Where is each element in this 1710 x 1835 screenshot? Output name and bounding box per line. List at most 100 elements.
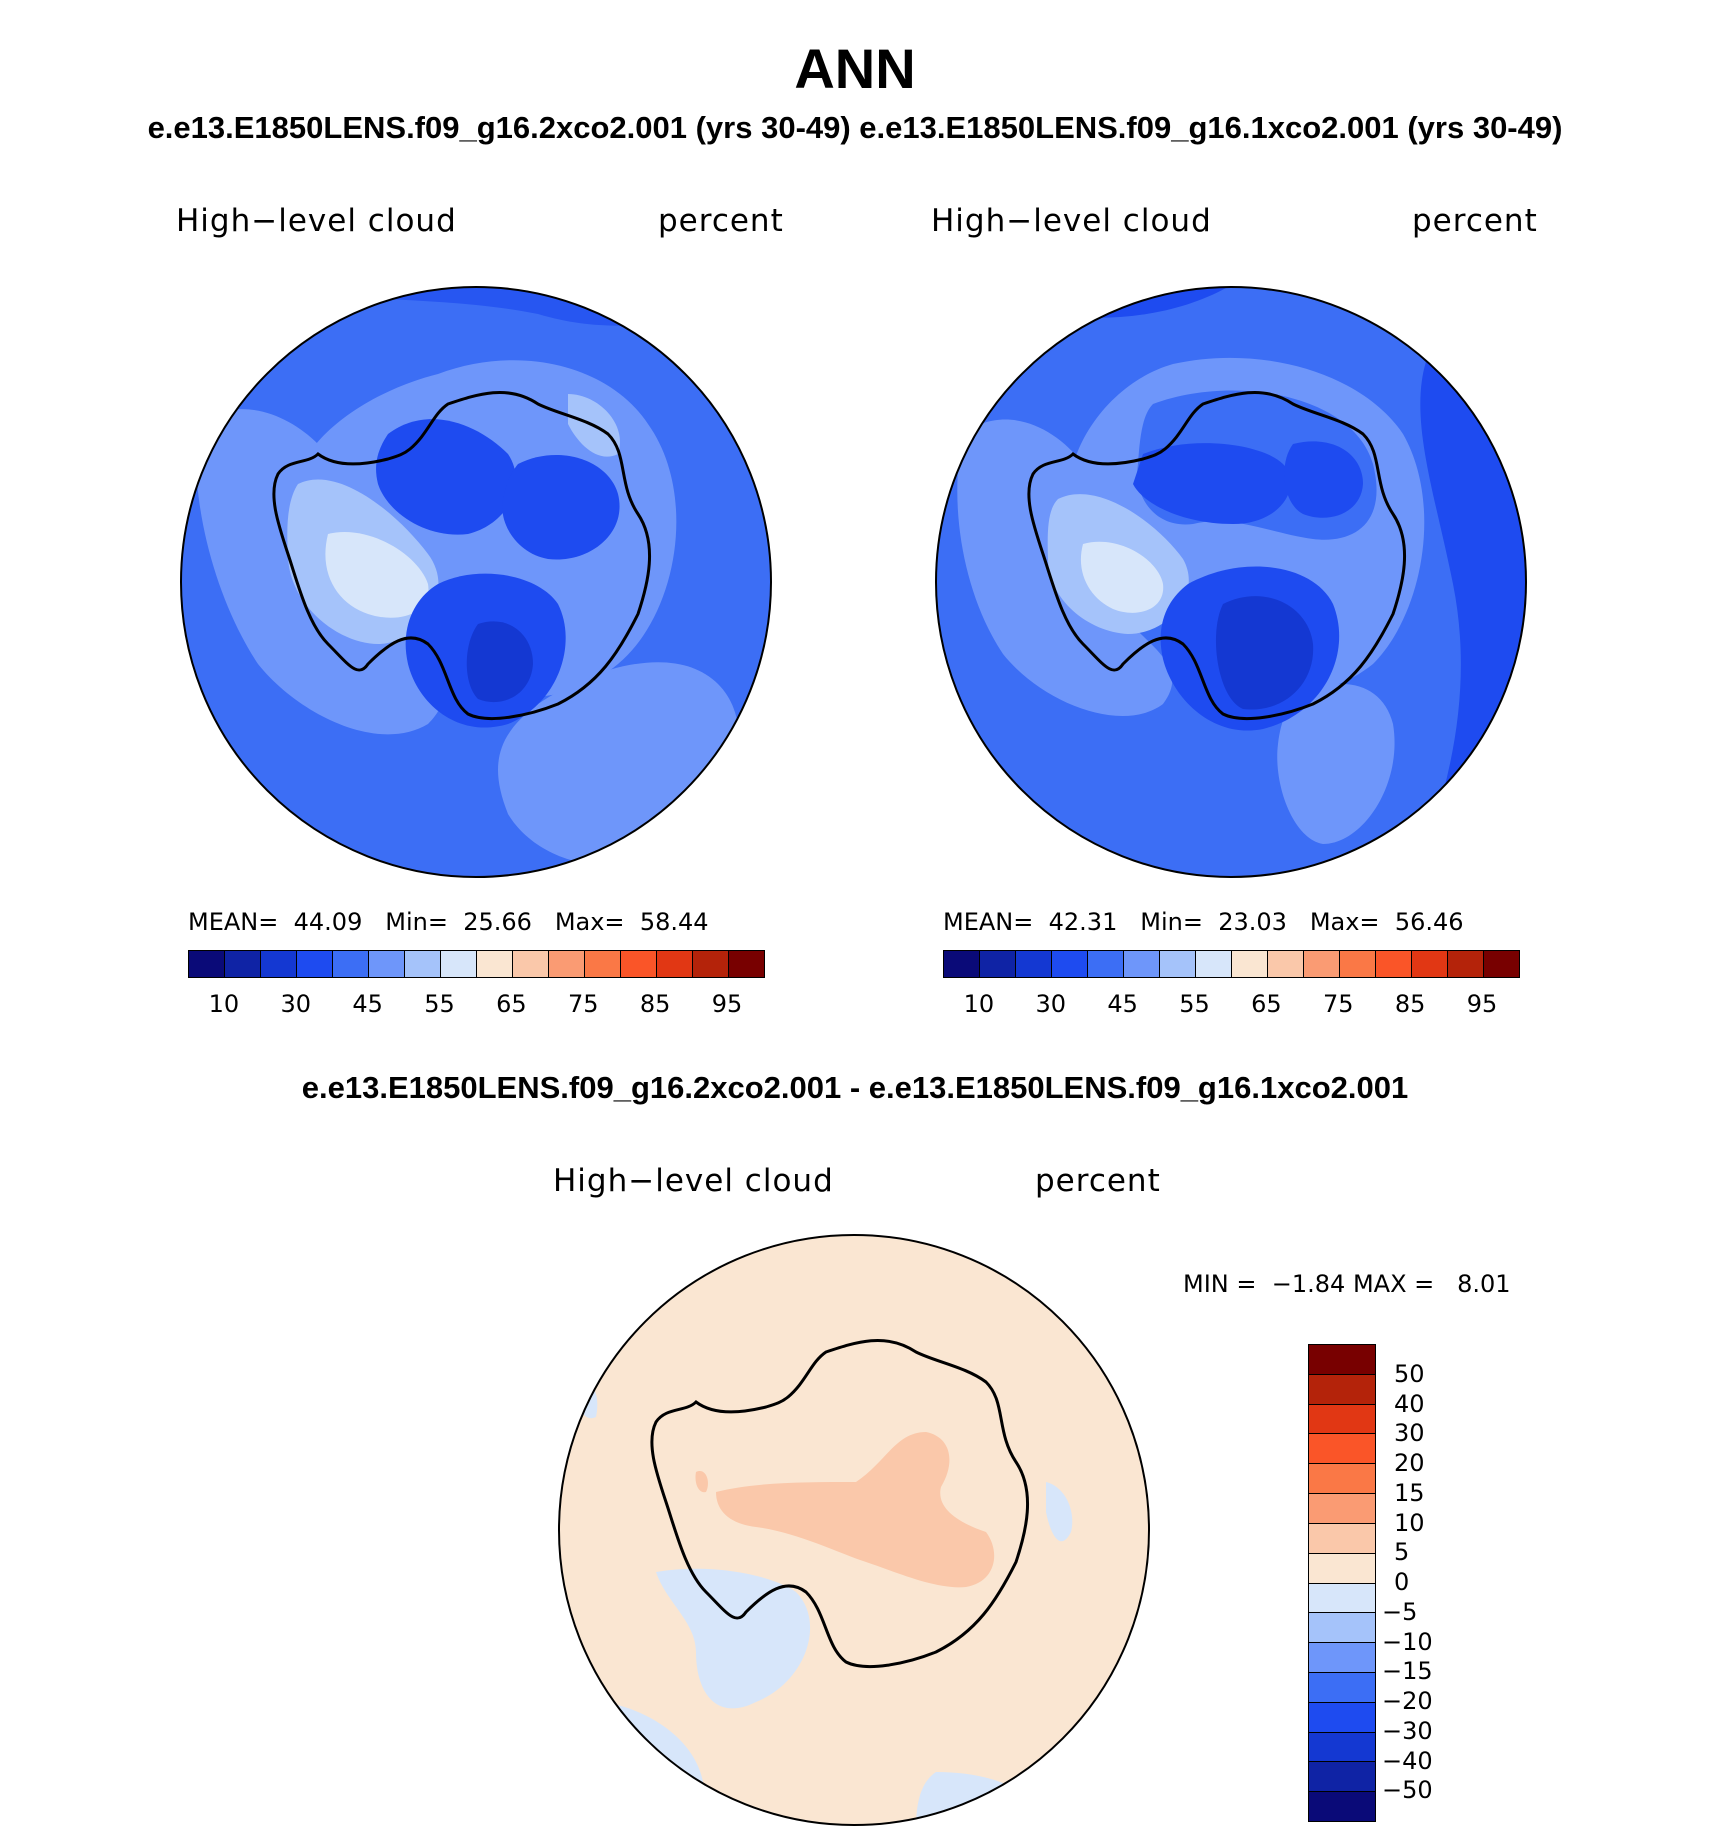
main-title: ANN: [794, 37, 916, 100]
colorbar-swatch: [585, 951, 621, 977]
difference-polar-map: [558, 1234, 1150, 1826]
colorbar-swatch: [980, 951, 1016, 977]
colorbar-tick-label: −50: [1382, 1776, 1433, 1805]
colorbar-tick-label: 85: [1394, 990, 1426, 1018]
colorbar-tick-label: 45: [1107, 990, 1138, 1018]
colorbar-tick-label: 10: [963, 990, 995, 1018]
colorbar-tick-label: −30: [1382, 1716, 1433, 1745]
panel2-mean: 42.31: [1048, 908, 1118, 936]
diff-min: −1.84: [1271, 1270, 1346, 1298]
colorbar-swatch: [333, 951, 369, 977]
colorbar-swatch: [441, 951, 477, 977]
colorbar-swatch: [657, 951, 693, 977]
colorbar-swatch: [1309, 1404, 1375, 1435]
colorbar-tick-label: 30: [280, 990, 312, 1018]
panel2-min: 23.03: [1218, 908, 1287, 936]
colorbar-swatch: [261, 951, 297, 977]
difference-colorbar-ticks: 50 40 30 20 15 10 5 0 −5 −10 −15 −20 −30 −40 −50: [1382, 1344, 1502, 1820]
colorbar-swatch: [477, 951, 513, 977]
colorbar-swatch: [297, 951, 333, 977]
colorbar-swatch: [693, 951, 729, 977]
colorbar-swatch: [1309, 1583, 1375, 1614]
colorbar-tick-label: 40: [1394, 1389, 1425, 1418]
panel2-max: 56.46: [1394, 908, 1464, 936]
colorbar-swatch: [1376, 951, 1412, 977]
colorbar-tick-label: −20: [1382, 1687, 1433, 1715]
colorbar-tick-label: 50: [1394, 1359, 1425, 1388]
colorbar-swatch: [1309, 1345, 1375, 1375]
panel1-colorbar-ticks: 10 30 45 55 65 75 85 95: [188, 990, 763, 1020]
colorbar-swatch: [1232, 951, 1268, 977]
colorbar-swatch: [1309, 1613, 1375, 1644]
colorbar-swatch: [1412, 951, 1448, 977]
panel2-colorbar: [943, 950, 1520, 978]
diff-variable: High−level cloud: [553, 1163, 834, 1199]
colorbar-swatch: [1340, 951, 1376, 977]
colorbar-tick-label: 75: [568, 990, 599, 1018]
colorbar-tick-label: 95: [711, 990, 743, 1018]
colorbar-swatch: [1309, 1523, 1375, 1554]
colorbar-swatch: [944, 951, 980, 977]
colorbar-tick-label: 45: [352, 990, 383, 1018]
colorbar-tick-label: 15: [1394, 1478, 1425, 1507]
colorbar-swatch: [1124, 951, 1160, 977]
colorbar-tick-label: −15: [1382, 1657, 1433, 1686]
colorbar-tick-label: 30: [1035, 990, 1067, 1018]
colorbar-swatch: [1016, 951, 1052, 977]
panel2-colorbar-ticks: 10 30 45 55 65 75 85 95: [943, 990, 1518, 1020]
diff-units: percent: [1035, 1163, 1161, 1199]
panel1-units: percent: [658, 203, 784, 239]
colorbar-swatch: [1309, 1374, 1375, 1405]
panel1-polar-map: [180, 286, 772, 878]
panel1-stats: MEAN= 44.09 Min= 25.66 Max= 58.44: [188, 908, 709, 936]
panel1-mean: 44.09: [293, 908, 363, 936]
panel1-colorbar: [188, 950, 765, 978]
colorbar-swatch: [1309, 1792, 1375, 1821]
colorbar-swatch: [549, 951, 585, 977]
panel1-min: 25.66: [463, 908, 532, 936]
colorbar-swatch: [1309, 1762, 1375, 1793]
colorbar-tick-label: 10: [1394, 1508, 1425, 1537]
case-subtitle: e.e13.E1850LENS.f09_g16.2xco2.001 (yrs 3…: [147, 110, 1563, 145]
colorbar-tick-label: 65: [1251, 990, 1282, 1018]
colorbar-tick-label: −5: [1382, 1597, 1418, 1626]
colorbar-swatch: [729, 951, 764, 977]
colorbar-swatch: [621, 951, 657, 977]
panel2-variable: High−level cloud: [931, 203, 1212, 239]
diff-max: 8.01: [1457, 1270, 1511, 1298]
colorbar-swatch: [1088, 951, 1124, 977]
colorbar-swatch: [513, 951, 549, 977]
colorbar-tick-label: 5: [1394, 1538, 1410, 1567]
colorbar-tick-label: 55: [1179, 990, 1210, 1018]
colorbar-tick-label: 10: [208, 990, 240, 1018]
colorbar-swatch: [1309, 1553, 1375, 1584]
panel2-polar-map: [935, 286, 1527, 878]
panel2-units: percent: [1412, 203, 1538, 239]
colorbar-swatch: [405, 951, 441, 977]
panel2-stats: MEAN= 42.31 Min= 23.03 Max= 56.46: [943, 908, 1464, 936]
colorbar-swatch: [1196, 951, 1232, 977]
colorbar-tick-label: −10: [1382, 1627, 1433, 1656]
colorbar-swatch: [1309, 1464, 1375, 1495]
colorbar-swatch: [1309, 1643, 1375, 1673]
diff-minmax: MIN = −1.84 MAX = 8.01: [1183, 1270, 1511, 1298]
colorbar-swatch: [1268, 951, 1304, 977]
colorbar-tick-label: 85: [639, 990, 671, 1018]
difference-colorbar: [1308, 1344, 1376, 1822]
colorbar-swatch: [189, 951, 225, 977]
difference-title: e.e13.E1850LENS.f09_g16.2xco2.001 - e.e1…: [301, 1070, 1409, 1105]
colorbar-swatch: [1052, 951, 1088, 977]
colorbar-swatch: [1484, 951, 1519, 977]
colorbar-swatch: [1448, 951, 1484, 977]
colorbar-tick-label: 55: [424, 990, 455, 1018]
colorbar-tick-label: 30: [1394, 1419, 1425, 1448]
colorbar-swatch: [1309, 1494, 1375, 1524]
colorbar-swatch: [225, 951, 261, 977]
colorbar-swatch: [1309, 1702, 1375, 1733]
panel1-max: 58.44: [639, 908, 709, 936]
panel1-variable: High−level cloud: [176, 203, 457, 239]
colorbar-swatch: [369, 951, 405, 977]
colorbar-tick-label: 95: [1466, 990, 1498, 1018]
colorbar-tick-label: 0: [1394, 1568, 1410, 1596]
colorbar-tick-label: 75: [1323, 990, 1354, 1018]
